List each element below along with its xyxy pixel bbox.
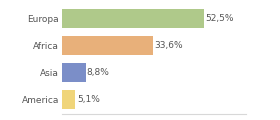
Text: 8,8%: 8,8% xyxy=(87,68,110,77)
Bar xyxy=(62,63,85,82)
Bar xyxy=(62,90,76,109)
Bar xyxy=(62,36,153,55)
Bar xyxy=(62,9,204,28)
Text: 52,5%: 52,5% xyxy=(206,14,234,23)
Text: 33,6%: 33,6% xyxy=(154,41,183,50)
Text: 5,1%: 5,1% xyxy=(77,95,100,104)
